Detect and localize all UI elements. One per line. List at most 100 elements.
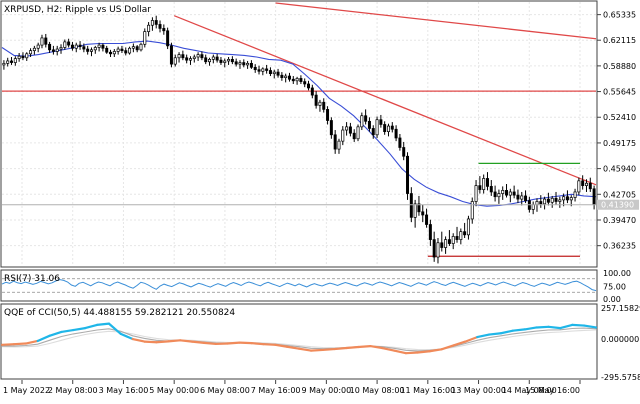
time-tick-label: 9 May 00:00 xyxy=(301,386,351,395)
candle-body-down xyxy=(540,201,542,203)
candle-body-up xyxy=(208,59,210,61)
candle-body-down xyxy=(243,63,245,65)
candle-body-up xyxy=(18,56,20,58)
candle-body-down xyxy=(364,116,366,122)
candle xyxy=(406,152,408,200)
candle-body-up xyxy=(41,38,43,45)
candle-body-up xyxy=(475,186,477,202)
candle-body-up xyxy=(7,61,9,63)
candle-body-down xyxy=(300,78,302,81)
qqe-tick-label: 257.158297 xyxy=(601,304,640,313)
candle-body-down xyxy=(106,48,108,52)
price-tick-label: 0.49175 xyxy=(603,139,636,148)
candle-body-up xyxy=(285,76,287,78)
qqe-main-segment xyxy=(489,333,501,334)
candle-body-up xyxy=(502,190,504,193)
candle-body-down xyxy=(323,102,325,109)
qqe-main-segment xyxy=(240,343,252,344)
price-tick-label: 0.62115 xyxy=(603,36,636,45)
current-price-label: 0.41390 xyxy=(601,201,634,210)
candle-body-up xyxy=(37,45,39,48)
qqe-main-segment xyxy=(358,346,370,347)
candle-body-up xyxy=(387,126,389,132)
candle-body-down xyxy=(22,56,24,58)
candle-body-down xyxy=(566,197,568,200)
qqe-main-segment xyxy=(145,342,157,343)
candle-body-down xyxy=(52,50,54,52)
qqe-main-segment xyxy=(156,341,168,342)
candle-body-down xyxy=(505,190,507,195)
price-tick-label: 0.45940 xyxy=(603,165,636,174)
candle-body-down xyxy=(429,225,431,240)
candle-body-down xyxy=(67,42,69,45)
candle-body-down xyxy=(71,45,73,48)
candle-body-down xyxy=(292,79,294,81)
candle-body-down xyxy=(555,198,557,201)
candle xyxy=(144,28,146,47)
candle-body-up xyxy=(178,55,180,58)
candle-body-down xyxy=(109,52,111,54)
candle-body-up xyxy=(338,141,340,149)
time-tick-label: 6 May 08:00 xyxy=(200,386,250,395)
candle-body-up xyxy=(559,200,561,202)
candle-body-up xyxy=(26,54,28,58)
candle-body-down xyxy=(250,63,252,67)
candle-body-up xyxy=(414,204,416,217)
candle-body-down xyxy=(269,70,271,73)
candle-body-up xyxy=(357,127,359,139)
candle-body-up xyxy=(56,49,58,51)
candle-body-down xyxy=(326,109,328,120)
candle-body-down xyxy=(330,121,332,135)
candle-body-down xyxy=(121,49,123,51)
candle xyxy=(170,43,172,68)
candle-body-up xyxy=(574,192,576,198)
candle-body-down xyxy=(513,192,515,195)
qqe-main-segment xyxy=(513,329,525,330)
candle-body-down xyxy=(524,196,526,201)
candle-body-down xyxy=(235,62,237,64)
candle-body-up xyxy=(543,199,545,204)
candle-body-down xyxy=(288,76,290,79)
candle-body-down xyxy=(547,199,549,202)
candle-body-down xyxy=(170,46,172,64)
candle-body-down xyxy=(307,84,309,88)
candle-body-up xyxy=(498,194,500,197)
candle-body-down xyxy=(48,44,50,50)
candle-body-down xyxy=(79,45,81,47)
candle-body-down xyxy=(399,138,401,148)
candle-body-down xyxy=(433,240,435,257)
candle-body-down xyxy=(353,133,355,139)
qqe-main-segment xyxy=(2,344,14,345)
candle-body-up xyxy=(147,25,149,31)
candle-body-down xyxy=(136,47,138,50)
candle-body-down xyxy=(486,178,488,186)
candle-body-down xyxy=(494,192,496,197)
candle-body-down xyxy=(368,121,370,128)
time-tick-label: 11 May 16:00 xyxy=(400,386,455,395)
candle-body-up xyxy=(345,127,347,130)
rsi-title: RSI(7) 31.06 xyxy=(4,274,60,284)
candle-body-up xyxy=(296,78,298,80)
candle-body-down xyxy=(186,58,188,60)
candle-body-down xyxy=(216,57,218,60)
candle-body-up xyxy=(227,59,229,61)
candle-body-up xyxy=(33,48,35,50)
candle-body-down xyxy=(277,72,279,75)
candle-body-down xyxy=(380,120,382,125)
candle-body-down xyxy=(231,59,233,61)
candle-body-up xyxy=(536,201,538,204)
time-tick-label: 7 May 16:00 xyxy=(251,386,301,395)
candle-body-down xyxy=(201,55,203,58)
candle-body-up xyxy=(60,47,62,49)
qqe-main-segment xyxy=(263,344,275,345)
candle xyxy=(166,28,168,49)
candle-body-up xyxy=(239,63,241,65)
candle-body-up xyxy=(509,192,511,195)
qqe-main-segment xyxy=(537,327,549,328)
candle-body-down xyxy=(456,236,458,239)
candle-body-up xyxy=(471,201,473,218)
rsi-tick-label: 100.00 xyxy=(603,269,631,278)
candle-body-up xyxy=(132,47,134,49)
price-tick-label: 0.65335 xyxy=(603,11,636,20)
